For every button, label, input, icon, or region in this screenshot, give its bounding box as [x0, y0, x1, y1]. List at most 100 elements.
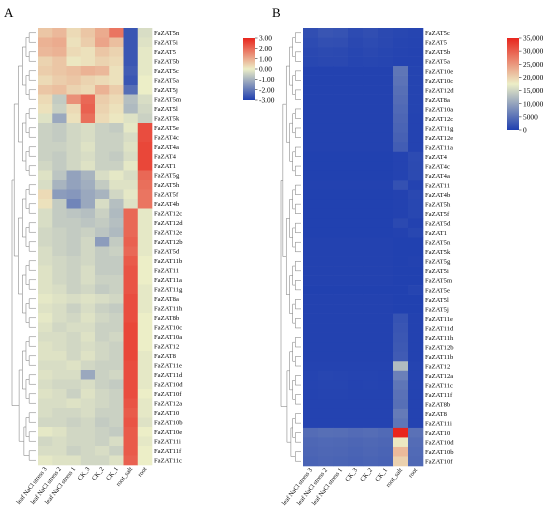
heatmap-cell [333, 208, 349, 219]
heatmap-cell [52, 246, 67, 257]
heatmap-cell [95, 379, 110, 390]
heatmap-cell [66, 265, 82, 276]
heatmap-cell [95, 303, 110, 314]
heatmap-cell [363, 180, 379, 191]
heatmap-cell [303, 218, 319, 229]
heatmap-cell [318, 94, 334, 105]
row-label: FaZAT10 [154, 410, 180, 417]
row-label: FaZAT5g [154, 173, 180, 180]
heatmap-cell [378, 113, 394, 124]
row-dendrogram-a [11, 32, 36, 461]
heatmap-cell [378, 180, 394, 191]
heatmap-cell [333, 56, 349, 67]
heatmap-cell [38, 275, 53, 285]
heatmap-cell [408, 47, 424, 57]
heatmap-cell [123, 341, 139, 352]
row-label: FaZAT5k [425, 249, 451, 256]
heatmap-cell [52, 208, 67, 219]
heatmap-cell [408, 408, 424, 419]
heatmap-cell [318, 218, 334, 229]
heatmap-cell [109, 313, 124, 323]
heatmap-cell [38, 47, 53, 57]
heatmap-cell [318, 123, 334, 134]
heatmap-cell [318, 256, 334, 267]
heatmap-cell [378, 437, 394, 448]
heatmap-cell [109, 113, 124, 124]
row-label: FaZAT5m [154, 97, 182, 104]
heatmap-cell [363, 266, 379, 276]
row-label: FaZAT4c [425, 163, 450, 170]
row-label: FaZAT5d [154, 249, 180, 256]
heatmap-cell [303, 227, 319, 238]
heatmap-cell [333, 142, 349, 153]
heatmap-cell [333, 427, 349, 438]
heatmap-cell [66, 341, 82, 352]
row-label: FaZAT12a [154, 401, 182, 408]
heatmap-cell [333, 37, 349, 48]
heatmap-cell [95, 237, 110, 247]
heatmap-cell [137, 265, 153, 276]
heatmap-cell [393, 94, 409, 105]
heatmap-cell [123, 427, 139, 437]
row-label: FaZAT5j [154, 87, 178, 94]
heatmap-cell [109, 208, 124, 219]
heatmap-cell [38, 75, 53, 86]
heatmap-cell [303, 256, 319, 267]
heatmap-cell [38, 265, 53, 276]
heatmap-cell [137, 379, 153, 390]
heatmap-cell [95, 56, 110, 67]
heatmap-cell [123, 265, 139, 276]
row-label: FaZAT12c [425, 116, 453, 123]
heatmap-cell [95, 151, 110, 162]
row-label: FaZAT11d [425, 325, 454, 332]
heatmap-cell [348, 408, 364, 419]
heatmap-cell [95, 284, 110, 295]
heatmap-cell [95, 227, 110, 238]
heatmap-cell [363, 56, 379, 67]
heatmap-cell [318, 199, 334, 210]
heatmap-cell [66, 370, 82, 380]
heatmap-cell [123, 360, 139, 371]
row-label: FaZAT5g [425, 259, 451, 266]
heatmap-cell [137, 398, 153, 409]
heatmap-cell [303, 85, 319, 95]
heatmap-cell [348, 332, 364, 343]
heatmap-cell [109, 104, 124, 114]
heatmap-cell [38, 170, 53, 181]
heatmap-cell [109, 142, 124, 152]
row-label: FaZAT10f [154, 391, 182, 398]
heatmap-cell [123, 199, 139, 209]
heatmap-cell [123, 123, 139, 133]
heatmap-cell [52, 66, 67, 76]
heatmap-cell [348, 294, 364, 305]
heatmap-cell [408, 123, 424, 134]
heatmap-cell [408, 427, 424, 438]
heatmap-cell [109, 180, 124, 190]
heatmap-cell [378, 75, 394, 86]
heatmap-cell [52, 227, 67, 238]
heatmap-cell [333, 399, 349, 410]
heatmap-cell [318, 370, 334, 381]
row-label: FaZAT1 [425, 230, 447, 237]
heatmap-cell [303, 75, 319, 86]
heatmap-cell [303, 47, 319, 57]
colorbar-tick-label: 15,000 [523, 86, 544, 95]
heatmap-cell [80, 199, 96, 209]
heatmap-cell [393, 161, 409, 172]
heatmap-cell [80, 436, 96, 447]
row-label: FaZAT5 [154, 49, 177, 56]
heatmap-cell [303, 142, 319, 153]
heatmap-cell [66, 379, 82, 390]
heatmap-cell [66, 455, 82, 466]
heatmap-cell [363, 66, 379, 76]
heatmap-cell [318, 227, 334, 238]
heatmap-cell [378, 132, 394, 143]
heatmap-cell [318, 380, 334, 391]
heatmap-cell [393, 132, 409, 143]
heatmap-cell [38, 446, 53, 456]
heatmap-cell [137, 47, 153, 57]
row-label: FaZAT11d [154, 372, 183, 379]
heatmap-cell [137, 189, 153, 200]
heatmap-cell [408, 170, 424, 181]
heatmap-cell [393, 170, 409, 181]
